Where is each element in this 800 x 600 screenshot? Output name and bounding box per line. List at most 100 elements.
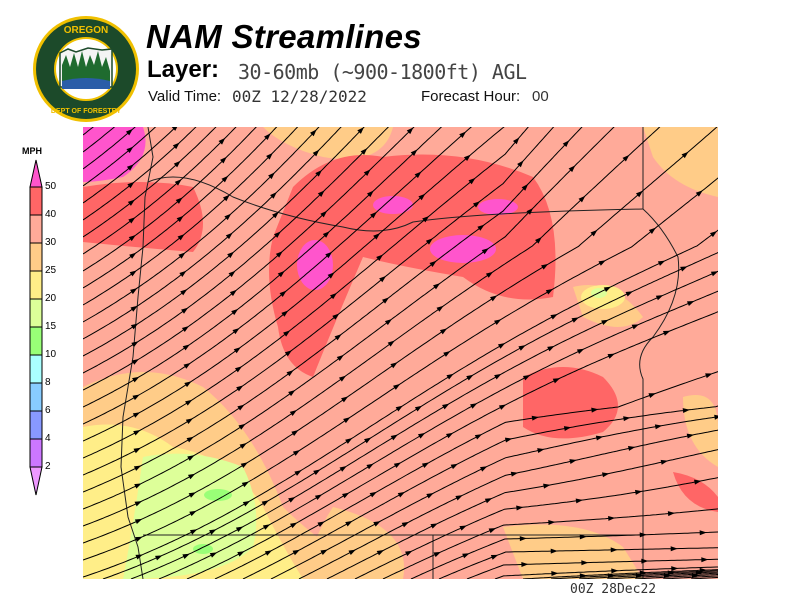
legend-swatch-6-8	[29, 382, 43, 412]
arrowhead-icon	[474, 434, 483, 440]
legend-swatch-40-50	[29, 186, 43, 216]
arrowhead-icon	[611, 568, 619, 574]
arrowhead-icon	[603, 286, 612, 292]
arrowhead-icon	[446, 432, 454, 439]
arrowhead-icon	[184, 381, 192, 388]
streamlines	[83, 127, 718, 579]
streamline	[326, 449, 718, 579]
arrowhead-icon	[133, 447, 141, 454]
arrowhead-icon	[286, 370, 294, 377]
streamline	[522, 569, 718, 579]
arrowhead-icon	[237, 404, 245, 411]
arrowhead-icon	[433, 283, 441, 290]
legend-swatch-25-30	[29, 242, 43, 272]
arrowhead-icon	[522, 375, 531, 381]
svg-text:OREGON: OREGON	[64, 25, 108, 36]
arrowhead-icon	[625, 291, 633, 297]
arrowhead-icon	[336, 354, 344, 361]
legend-title: MPH	[22, 146, 42, 156]
arrowhead-icon	[130, 323, 139, 330]
arrowhead-icon	[176, 215, 184, 223]
arrowhead-icon	[601, 472, 610, 478]
arrowhead-icon	[521, 561, 529, 567]
arrowhead-icon	[634, 489, 643, 495]
arrowhead-icon	[537, 448, 545, 454]
legend-label: 2	[45, 461, 51, 472]
arrowhead-icon	[277, 270, 285, 278]
arrowhead-icon	[364, 437, 372, 444]
footer-timestamp: 00Z 28Dec22	[570, 582, 657, 597]
arrowhead-icon	[345, 520, 353, 527]
arrowhead-icon	[373, 521, 381, 527]
arrowhead-icon	[360, 148, 368, 155]
arrowhead-icon	[516, 505, 524, 511]
arrowhead-icon	[436, 305, 444, 312]
arrowhead-icon	[568, 165, 576, 173]
arrowhead-icon	[315, 169, 322, 177]
arrowhead-icon	[426, 493, 434, 499]
arrowhead-icon	[126, 164, 134, 171]
layer-value: 30-60mb (~900-1800ft) AGL	[238, 60, 527, 84]
legend-swatch-20-25	[29, 270, 43, 300]
arrowhead-icon	[348, 549, 356, 556]
arrowhead-icon	[133, 430, 141, 436]
arrowhead-icon	[241, 481, 250, 488]
arrowhead-icon	[130, 288, 138, 295]
arrowhead-icon	[189, 510, 197, 517]
arrowhead-icon	[310, 129, 317, 137]
arrowhead-icon	[384, 318, 392, 326]
streamline	[83, 127, 116, 153]
arrowhead-icon	[222, 194, 230, 202]
arrowhead-icon	[667, 570, 675, 576]
arrowhead-icon	[232, 327, 240, 335]
oregon-coastline	[120, 127, 154, 579]
arrowhead-icon	[288, 390, 296, 397]
arrowhead-icon	[314, 494, 323, 501]
arrowhead-icon	[382, 297, 390, 304]
arrowhead-icon	[701, 557, 709, 563]
arrowhead-icon	[397, 491, 406, 498]
forecast-hour-label: Forecast Hour:	[421, 88, 521, 105]
streamline	[298, 429, 718, 579]
streamline	[83, 127, 389, 374]
arrowhead-icon	[531, 415, 539, 421]
arrowhead-icon	[535, 236, 542, 244]
arrowhead-icon	[414, 171, 422, 179]
streamline	[83, 127, 615, 510]
arrowhead-icon	[134, 501, 142, 507]
arrowhead-icon	[209, 529, 217, 535]
arrowhead-icon	[320, 210, 328, 218]
legend-label: 8	[45, 377, 51, 388]
arrowhead-icon	[686, 433, 695, 439]
arrowhead-icon	[281, 310, 289, 317]
legend-label: 20	[45, 293, 57, 304]
arrowhead-icon	[421, 462, 430, 468]
streamline	[83, 127, 342, 340]
arrowhead-icon	[236, 385, 244, 392]
streamline	[158, 290, 718, 579]
arrowhead-icon	[132, 376, 140, 383]
arrowhead-icon	[607, 353, 615, 359]
arrowhead-icon	[439, 328, 448, 335]
arrowhead-icon	[312, 149, 320, 157]
arrowhead-icon	[417, 432, 426, 439]
columbia-river-boundary	[147, 176, 644, 232]
arrowhead-icon	[401, 521, 410, 528]
arrowhead-icon	[429, 260, 437, 267]
streamline	[83, 127, 217, 238]
arrowhead-icon	[699, 567, 707, 573]
arrowhead-icon	[521, 183, 529, 191]
legend-swatch-15-20	[29, 298, 43, 328]
arrowhead-icon	[639, 570, 647, 576]
arrowhead-icon	[228, 270, 236, 278]
streamline	[130, 270, 718, 579]
arrowhead-icon	[292, 549, 300, 556]
arrowhead-icon	[518, 345, 526, 351]
arrowhead-icon	[332, 313, 340, 320]
arrowhead-icon	[129, 252, 137, 259]
zone-25-30-southcentral	[303, 507, 405, 579]
arrowhead-icon	[680, 266, 688, 272]
arrowhead-icon	[490, 295, 498, 302]
zone-above-50-b	[430, 235, 496, 263]
arrowhead-icon	[270, 192, 277, 199]
